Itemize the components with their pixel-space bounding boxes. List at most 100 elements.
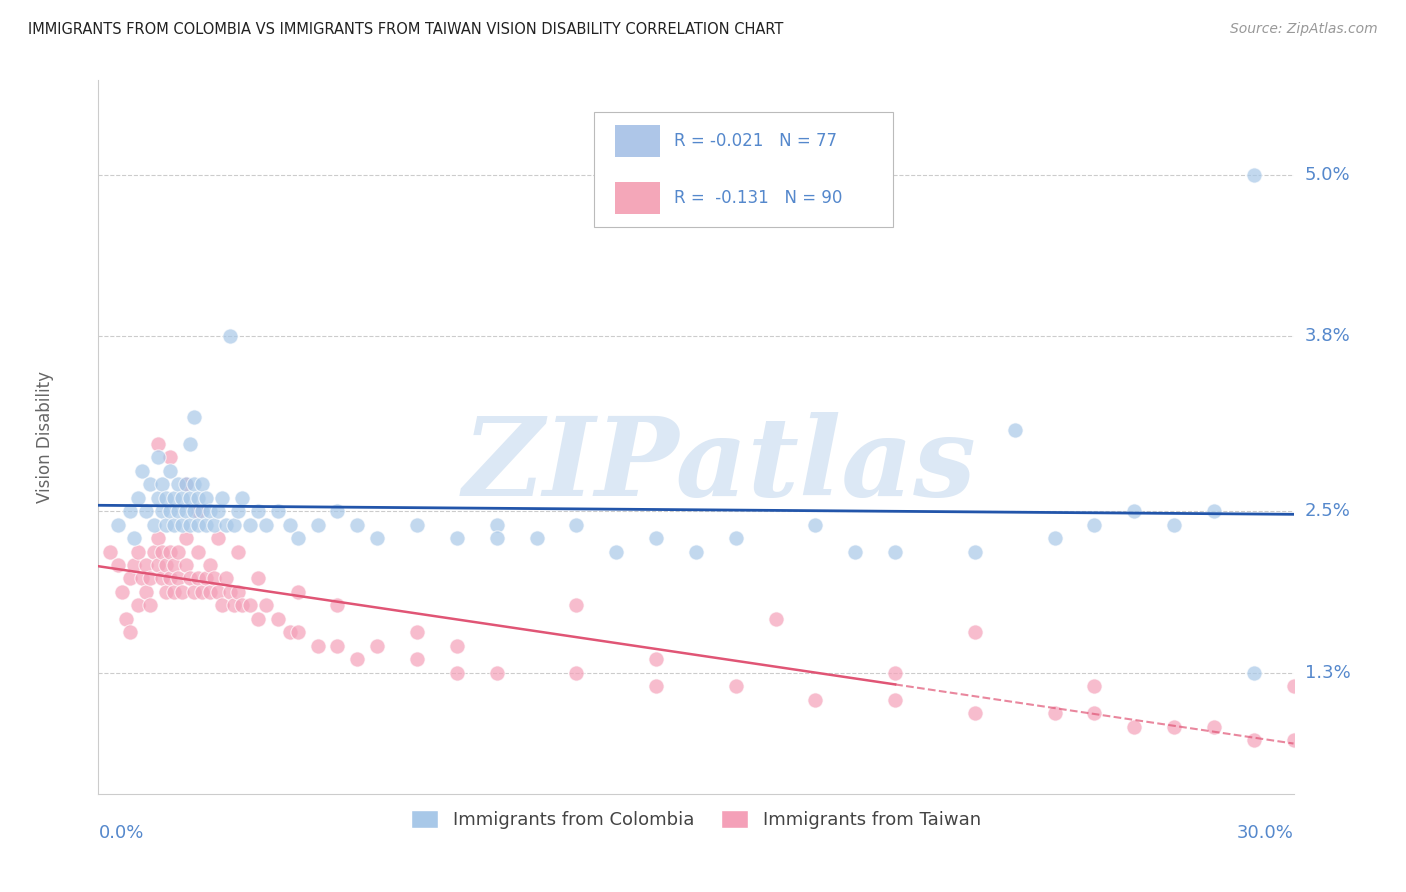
Point: [1083, 517, 1105, 532]
Point: [287, 531, 309, 545]
Point: [565, 517, 588, 532]
Point: [111, 585, 134, 599]
Point: [226, 544, 249, 558]
Point: [406, 652, 429, 666]
Point: [724, 531, 747, 545]
Point: [565, 599, 588, 613]
Point: [246, 571, 269, 585]
Point: [202, 517, 225, 532]
Point: [254, 599, 277, 613]
Point: [174, 504, 197, 518]
Point: [366, 639, 388, 653]
Point: [207, 531, 229, 545]
Point: [179, 437, 201, 451]
Point: [163, 517, 186, 532]
Point: [485, 517, 508, 532]
Point: [1083, 679, 1105, 693]
Point: [307, 639, 329, 653]
Point: [187, 544, 209, 558]
Point: [195, 517, 218, 532]
Point: [187, 491, 209, 505]
Point: [254, 517, 277, 532]
Point: [120, 571, 142, 585]
Point: [159, 504, 181, 518]
Point: [366, 531, 388, 545]
Point: [135, 558, 157, 572]
Point: [198, 585, 221, 599]
Point: [326, 599, 349, 613]
Point: [1202, 720, 1225, 734]
Text: R = -0.021   N = 77: R = -0.021 N = 77: [675, 132, 838, 150]
Point: [163, 558, 186, 572]
Point: [287, 585, 309, 599]
Point: [131, 464, 153, 478]
Point: [246, 504, 269, 518]
Point: [148, 437, 170, 451]
FancyBboxPatch shape: [614, 182, 661, 214]
Point: [239, 599, 262, 613]
Point: [150, 477, 173, 491]
Point: [605, 544, 627, 558]
Point: [148, 558, 170, 572]
Point: [219, 585, 242, 599]
Point: [150, 571, 173, 585]
Point: [167, 477, 190, 491]
Point: [163, 491, 186, 505]
Point: [191, 477, 214, 491]
Text: IMMIGRANTS FROM COLOMBIA VS IMMIGRANTS FROM TAIWAN VISION DISABILITY CORRELATION: IMMIGRANTS FROM COLOMBIA VS IMMIGRANTS F…: [28, 22, 783, 37]
Point: [202, 571, 225, 585]
Point: [207, 504, 229, 518]
Text: 2.5%: 2.5%: [1305, 502, 1351, 520]
Point: [174, 558, 197, 572]
Point: [211, 491, 233, 505]
Point: [183, 585, 205, 599]
Point: [231, 599, 253, 613]
Point: [167, 571, 190, 585]
Point: [724, 679, 747, 693]
Point: [120, 625, 142, 640]
Point: [159, 464, 181, 478]
Point: [884, 665, 907, 680]
Text: 30.0%: 30.0%: [1237, 824, 1294, 842]
Point: [226, 585, 249, 599]
Point: [884, 692, 907, 706]
Point: [127, 544, 149, 558]
Point: [884, 544, 907, 558]
Point: [155, 585, 177, 599]
Point: [765, 612, 787, 626]
Point: [150, 544, 173, 558]
Point: [155, 491, 177, 505]
Point: [155, 517, 177, 532]
Point: [107, 517, 129, 532]
Point: [1202, 504, 1225, 518]
Point: [131, 571, 153, 585]
Point: [148, 450, 170, 465]
Point: [645, 652, 668, 666]
Point: [187, 504, 209, 518]
Point: [163, 585, 186, 599]
Point: [198, 504, 221, 518]
Point: [1163, 720, 1185, 734]
Point: [139, 477, 162, 491]
Point: [326, 504, 349, 518]
Point: [963, 625, 986, 640]
Point: [127, 491, 149, 505]
Point: [150, 504, 173, 518]
Point: [172, 491, 194, 505]
Point: [148, 531, 170, 545]
Point: [1163, 517, 1185, 532]
Point: [346, 652, 368, 666]
Point: [526, 531, 548, 545]
Point: [222, 599, 245, 613]
Text: ZIPatlas: ZIPatlas: [463, 412, 977, 519]
Point: [1043, 706, 1066, 720]
Text: 5.0%: 5.0%: [1305, 166, 1350, 184]
Point: [148, 491, 170, 505]
Point: [406, 625, 429, 640]
Point: [1282, 733, 1305, 747]
Point: [246, 612, 269, 626]
Point: [1243, 665, 1265, 680]
Point: [143, 544, 166, 558]
Point: [1123, 504, 1146, 518]
Point: [211, 599, 233, 613]
